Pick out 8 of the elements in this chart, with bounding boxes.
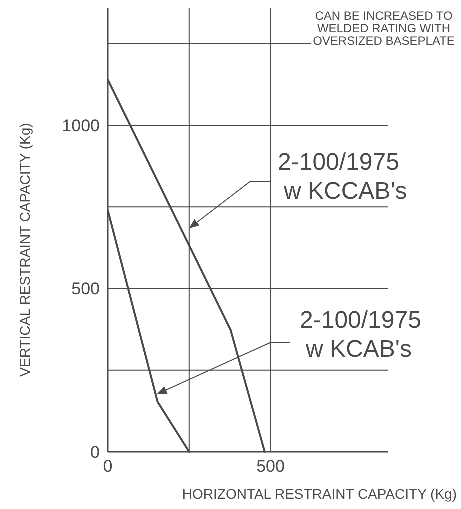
y-tick-label: 1000	[62, 116, 100, 136]
y-tick-label: 500	[72, 280, 100, 299]
text: 2-100/1975 w KCAB's	[300, 307, 422, 363]
text: 2-100/1975 w KCCAB's	[278, 149, 408, 205]
y-tick-label: 0	[90, 442, 100, 462]
x-axis-title: HORIZONTAL RESTRAINT CAPACITY (Kg)	[182, 486, 457, 502]
annotation: CAN BE INCREASED TO WELDED RATING WITH OVERSIZED BASEPLATE	[313, 9, 455, 48]
y-axis-title: VERTICAL RESTRAINT CAPACITY (Kg)	[17, 123, 33, 377]
